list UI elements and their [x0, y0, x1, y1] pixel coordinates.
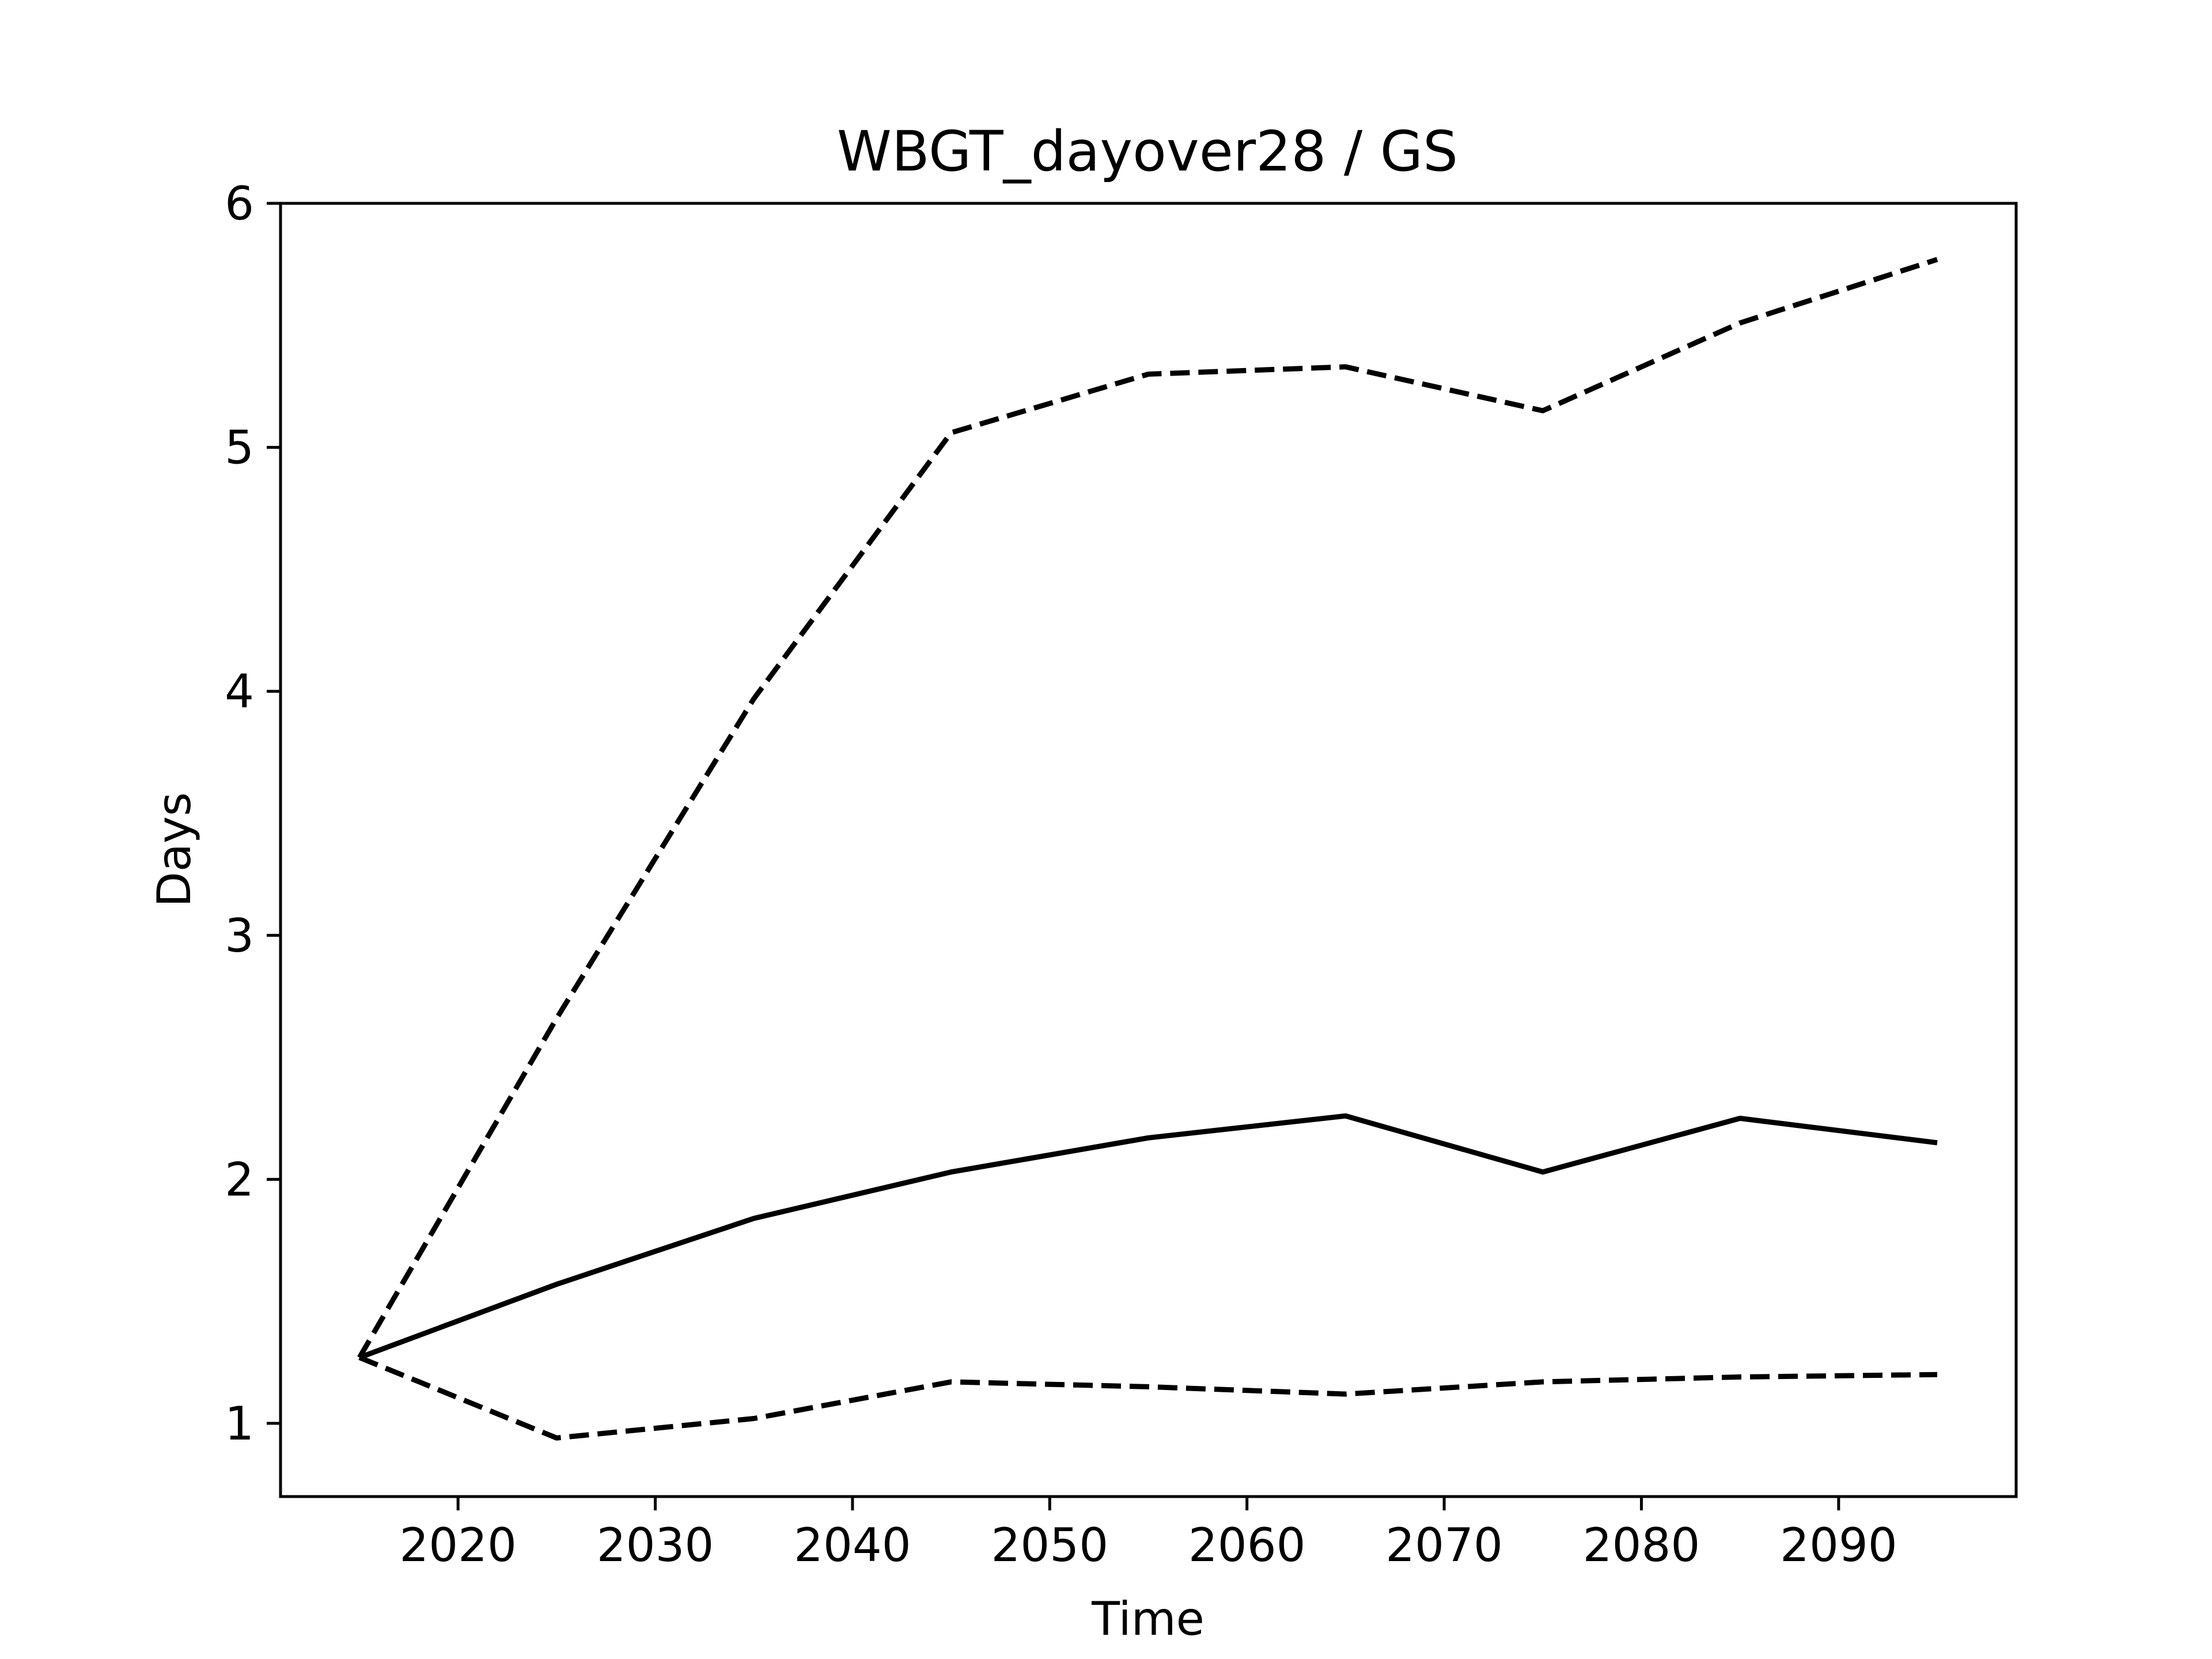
- series-line-3: [358, 1355, 1938, 1441]
- x-tick-label: 2090: [1780, 1518, 1897, 1572]
- x-tick-label: 2020: [399, 1518, 517, 1572]
- y-tick-label: 4: [225, 665, 254, 718]
- y-tick-label: 2: [225, 1153, 254, 1206]
- x-tick-label: 2050: [991, 1518, 1109, 1572]
- x-axis-label: Time: [1091, 1592, 1205, 1646]
- x-tick-label: 2080: [1583, 1518, 1700, 1572]
- x-tick-label: 2060: [1188, 1518, 1306, 1572]
- y-tick-label: 3: [225, 909, 254, 963]
- series-line-1: [357, 257, 1938, 1359]
- y-axis-label: Days: [147, 792, 201, 907]
- y-tick-label: 5: [225, 421, 254, 475]
- plot-area: [357, 257, 1938, 1441]
- y-tick-label: 1: [225, 1397, 254, 1450]
- series-line-2: [358, 1113, 1938, 1360]
- y-tick-label: 6: [225, 177, 254, 230]
- x-tick-label: 2030: [597, 1518, 714, 1572]
- x-tick-label: 2040: [794, 1518, 911, 1572]
- plot-frame: [279, 202, 2018, 1498]
- y-axis: 1 2 3 4 5 6: [225, 177, 281, 1450]
- chart-title: WBGT_dayover28 / GS: [837, 119, 1458, 184]
- x-tick-label: 2070: [1385, 1518, 1503, 1572]
- x-axis: 2020 2030 2040 2050 2060 2070 2080 2090: [399, 1497, 1897, 1572]
